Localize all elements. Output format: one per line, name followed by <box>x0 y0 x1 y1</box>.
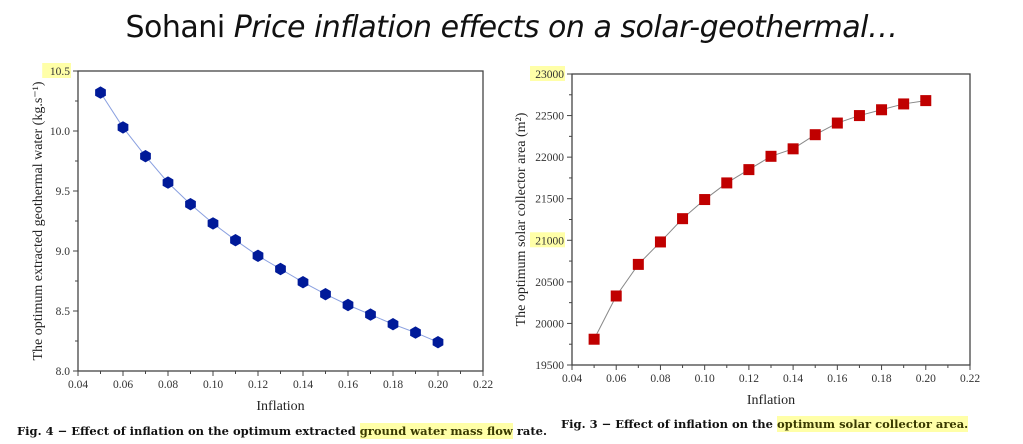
x-axis-title: Inflation <box>256 399 304 414</box>
x-tick-label: 0.14 <box>783 373 803 385</box>
fig4-caption-highlight: ground water mass flow <box>359 423 513 439</box>
data-point <box>743 164 755 176</box>
data-point <box>320 288 331 301</box>
y-tick-label: 10.5 <box>50 66 70 78</box>
y-tick-label: 10.0 <box>50 126 70 138</box>
data-point <box>297 276 309 289</box>
series-line <box>593 100 926 340</box>
data-point <box>207 217 219 230</box>
x-tick-label: 0.20 <box>916 373 936 385</box>
fig4-caption-prefix: Fig. 4 − Effect of inflation on the opti… <box>17 424 360 438</box>
x-tick-label: 0.18 <box>383 379 403 391</box>
data-point <box>252 249 264 262</box>
y-tick-highlight <box>42 63 71 78</box>
x-tick-label: 0.08 <box>650 373 670 385</box>
data-point <box>162 176 174 189</box>
figure-3-caption: Fig. 3 − Effect of inflation on the opti… <box>561 416 969 432</box>
x-axis-title: Inflation <box>747 393 795 408</box>
data-point <box>610 290 622 302</box>
data-point <box>898 98 910 110</box>
data-point <box>632 258 644 270</box>
y-tick-label: 20000 <box>535 318 564 330</box>
data-point <box>275 262 286 276</box>
y-tick-label: 22000 <box>535 152 564 164</box>
y-tick-label: 20500 <box>535 277 564 289</box>
x-tick-label: 0.22 <box>473 379 493 391</box>
series-line <box>100 92 439 343</box>
x-tick-label: 0.16 <box>338 379 358 391</box>
data-point <box>117 121 129 134</box>
x-tick-label: 0.08 <box>158 379 178 391</box>
x-tick-label: 0.06 <box>606 373 626 385</box>
data-point <box>588 333 600 345</box>
x-tick-label: 0.12 <box>248 379 268 391</box>
data-point <box>920 95 932 107</box>
y-tick-label: 21000 <box>535 235 564 247</box>
data-point <box>410 326 421 339</box>
x-tick-label: 0.18 <box>871 373 891 385</box>
data-point <box>765 150 777 162</box>
y-axis-title: The optimum solar collector area (m²) <box>514 112 529 326</box>
y-tick-label: 8.0 <box>56 366 71 378</box>
title-paper: Price inflation effects on a solar-geoth… <box>233 10 898 45</box>
data-point <box>365 308 376 321</box>
data-point <box>787 143 799 155</box>
data-point <box>699 194 711 206</box>
x-tick-label: 0.16 <box>827 373 847 385</box>
x-tick-label: 0.06 <box>113 379 133 391</box>
data-point <box>185 198 196 211</box>
x-tick-label: 0.10 <box>695 373 715 385</box>
x-tick-label: 0.12 <box>739 373 759 385</box>
y-tick-label: 23000 <box>535 69 564 81</box>
y-tick-label: 21500 <box>535 194 564 206</box>
x-tick-label: 0.22 <box>960 373 980 385</box>
y-tick-highlight <box>530 66 565 81</box>
y-tick-highlight <box>530 232 565 248</box>
data-point <box>387 318 399 331</box>
data-point <box>809 129 821 141</box>
x-tick-label: 0.14 <box>293 379 313 391</box>
data-point <box>432 336 444 349</box>
figure-4-caption: Fig. 4 − Effect of inflation on the opti… <box>17 423 547 439</box>
title-author: Sohani <box>125 10 226 45</box>
data-point <box>140 150 151 163</box>
data-point <box>721 177 733 189</box>
x-tick-label: 0.10 <box>203 379 223 391</box>
data-point <box>853 110 865 122</box>
y-tick-label: 8.5 <box>56 306 71 318</box>
fig3-caption-highlight: optimum solar collector area. <box>776 416 969 432</box>
y-tick-label: 9.5 <box>56 186 71 198</box>
y-tick-label: 19500 <box>535 360 564 372</box>
x-tick-label: 0.04 <box>562 373 582 385</box>
y-tick-label: 22500 <box>535 111 564 123</box>
y-tick-label: 9.0 <box>56 246 71 258</box>
data-point <box>677 213 689 225</box>
chart-inflation-vs-geothermal-water: 0.04 0.06 0.08 0.10 0.12 0.14 0.16 0.18 0.20 0.22… <box>31 63 493 414</box>
data-point <box>831 117 843 129</box>
fig3-caption-prefix: Fig. 3 − Effect of inflation on the <box>561 417 777 431</box>
x-tick-label: 0.04 <box>68 379 88 391</box>
data-point <box>876 104 888 116</box>
data-point <box>230 234 241 247</box>
data-point <box>95 86 106 99</box>
data-point <box>654 236 666 248</box>
y-axis-title: The optimum extracted geothermal water (… <box>31 81 46 360</box>
slide-title: Sohani Price inflation effects on a sola… <box>0 10 1023 45</box>
x-tick-label: 0.20 <box>428 379 448 391</box>
fig4-caption-suffix: rate. <box>512 424 547 438</box>
data-point <box>342 298 354 312</box>
plot-frame <box>571 73 971 366</box>
